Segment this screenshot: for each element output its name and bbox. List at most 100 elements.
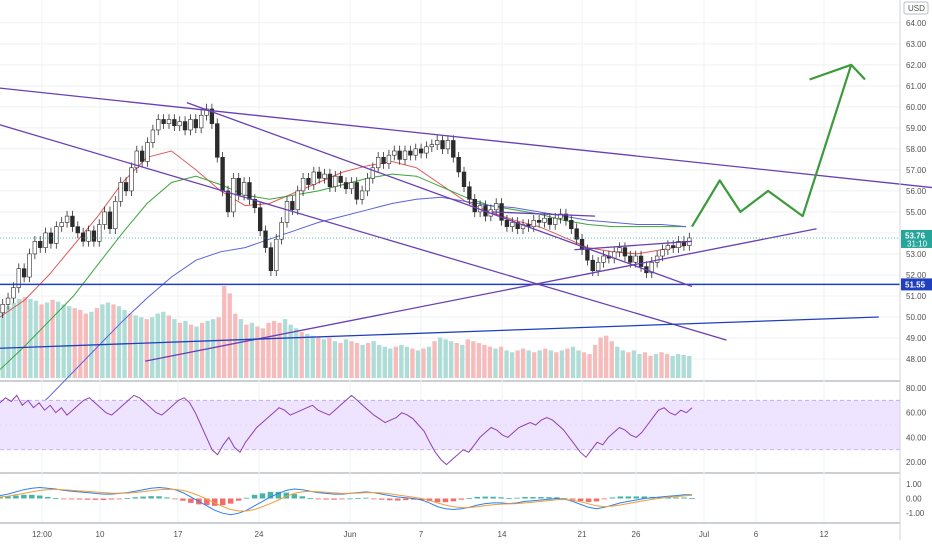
- volume-bar: [139, 317, 144, 378]
- support-badge-value: 51.55: [905, 280, 926, 289]
- macd-histogram-bar: [514, 497, 520, 499]
- candle-body: [472, 199, 477, 213]
- volume-bar: [493, 348, 498, 378]
- volume-bar: [426, 346, 432, 378]
- volume-bar: [294, 328, 299, 378]
- candle-body: [386, 154, 392, 164]
- candle-body: [638, 255, 644, 267]
- candle-body: [531, 220, 536, 227]
- candle-body: [397, 150, 402, 160]
- candle-body: [370, 167, 375, 179]
- volume-bar: [598, 337, 603, 378]
- candle-body: [113, 201, 118, 230]
- volume-bar: [50, 299, 55, 378]
- candle-body: [563, 213, 569, 221]
- candle-body: [392, 150, 397, 156]
- macd-histogram-bar: [219, 498, 226, 506]
- macd-histogram-bar: [76, 498, 83, 500]
- volume-bar: [377, 344, 382, 378]
- candle-body: [300, 177, 306, 192]
- rsi-panel: [0, 394, 900, 466]
- candle-body: [542, 217, 547, 223]
- volume-bar: [55, 301, 61, 378]
- candle-body: [172, 119, 177, 127]
- volume-bar: [11, 302, 17, 378]
- macd-histogram-bar: [665, 497, 671, 499]
- macd-histogram-bar: [450, 498, 457, 502]
- candles: [0, 103, 692, 319]
- macd-histogram-bar: [60, 498, 67, 500]
- candle-body: [177, 121, 182, 127]
- candle-body: [504, 220, 510, 227]
- macd-panel: [0, 486, 695, 516]
- candle-body: [510, 222, 515, 227]
- y-tick-label: 51.00: [906, 292, 927, 301]
- y-axis: 64.00 63.00 62.00 61.00 60.00 59.00 58.00 57.00…: [899, 0, 932, 540]
- volume-bar: [476, 343, 482, 378]
- volume-bar: [659, 352, 664, 378]
- candle-body: [601, 255, 606, 263]
- support-badge: [901, 278, 932, 291]
- volume-bar: [399, 344, 404, 378]
- volume-bar: [548, 350, 553, 378]
- macd-histogram-bar: [227, 498, 234, 504]
- macd-histogram-bar: [68, 498, 75, 500]
- volume-bar: [609, 341, 614, 378]
- macd-histogram-bar: [148, 496, 154, 499]
- candle-body: [547, 217, 553, 225]
- macd-histogram-bar: [490, 496, 496, 499]
- macd-histogram-bar: [235, 498, 242, 501]
- macd-histogram-bar: [212, 498, 218, 506]
- candle-body: [161, 119, 166, 124]
- macd-histogram-bar: [156, 496, 162, 499]
- candle-body: [215, 123, 220, 158]
- volume-bar: [526, 350, 531, 378]
- macd-histogram-bar: [323, 498, 329, 500]
- candle-body: [198, 114, 204, 129]
- candle-body: [70, 215, 75, 227]
- candle-body: [660, 249, 665, 257]
- candle-body: [11, 287, 16, 299]
- candle-body: [553, 217, 558, 225]
- macd-histogram-bar: [307, 498, 313, 500]
- rsi-line: [0, 394, 693, 466]
- macd-histogram-bar: [44, 497, 51, 499]
- candle-body: [445, 140, 451, 150]
- candle-body: [617, 247, 622, 253]
- macd-histogram-bar: [673, 497, 679, 499]
- volume-bar: [615, 346, 620, 378]
- candle-body: [64, 215, 70, 223]
- candle-body: [59, 222, 64, 227]
- x-tick-label: 7: [419, 530, 424, 539]
- candle-body: [204, 108, 209, 116]
- volume-bar: [260, 328, 266, 378]
- macd-histogram-bar: [204, 498, 210, 506]
- volume-bar: [653, 354, 659, 378]
- volume-bar: [454, 343, 459, 378]
- candle-body: [338, 175, 343, 183]
- volume-bar: [631, 350, 637, 378]
- candle-body: [376, 156, 381, 169]
- y-tick-label: 50.00: [906, 313, 927, 322]
- volume-bar: [532, 352, 537, 378]
- volume-bar: [642, 352, 648, 378]
- x-axis: 12:00 10 17 24 Jun 7 14 21 26 Jul 6 12: [32, 530, 829, 539]
- volume-bar: [249, 322, 255, 378]
- volume-bar: [67, 306, 72, 378]
- macd-histogram-bar: [347, 498, 353, 500]
- macd-histogram-bar: [251, 494, 258, 499]
- candle-body: [231, 177, 236, 213]
- volume-bar: [432, 341, 437, 378]
- candle-body: [365, 177, 370, 192]
- candle-body: [295, 190, 300, 211]
- volume-bar: [332, 341, 338, 378]
- trendline: [0, 124, 727, 341]
- candle-body: [129, 167, 134, 192]
- macd-histogram-bar: [442, 498, 449, 503]
- volume-bar: [299, 332, 304, 378]
- macd-histogram-bar: [601, 498, 608, 500]
- candle-body: [327, 173, 333, 187]
- rsi-tick-label: 60.00: [906, 409, 927, 418]
- macd-histogram-bar: [386, 498, 393, 501]
